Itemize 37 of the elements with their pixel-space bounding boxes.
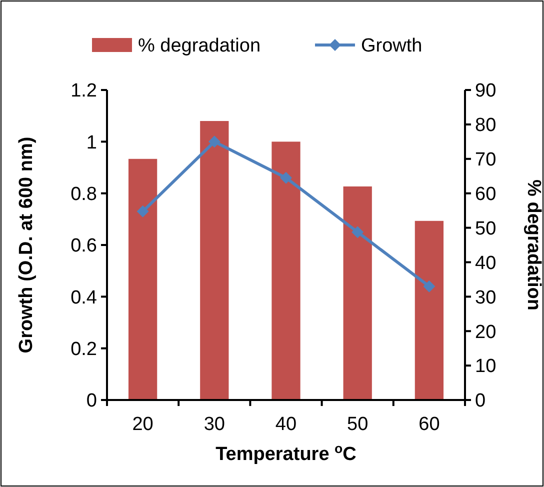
y-tick-label: 0.8 xyxy=(70,184,97,205)
y-tick-label: 1.2 xyxy=(70,80,97,102)
y-axis-title: Growth (O.D. at 600 nm) xyxy=(16,136,37,354)
y2-axis-title: % degradation xyxy=(523,180,544,310)
legend-label: % degradation xyxy=(138,36,261,57)
y-tick-label: 0 xyxy=(86,390,97,412)
y-tick-label: 0.2 xyxy=(70,338,97,360)
y2-tick-label: 60 xyxy=(475,184,496,205)
y2-tick-label: 10 xyxy=(475,356,496,378)
bar xyxy=(128,158,158,400)
point xyxy=(423,280,436,292)
bar xyxy=(272,142,300,400)
y2-tick-label: 40 xyxy=(475,252,496,274)
y2-tick-label: 90 xyxy=(475,80,496,102)
y2-tick-label: 50 xyxy=(475,218,496,240)
y2-tick-label: 30 xyxy=(475,287,496,308)
bar xyxy=(414,220,444,400)
x-tick-label: 50 xyxy=(347,414,368,435)
x-tick-label: 30 xyxy=(204,414,225,435)
y2-tick-label: 0 xyxy=(475,390,486,412)
y-tick-label: 0.4 xyxy=(70,287,98,308)
point xyxy=(352,226,364,238)
y-tick-label: 0.6 xyxy=(70,236,97,257)
bar xyxy=(343,186,372,400)
bar xyxy=(200,121,229,400)
x-tick-label: 40 xyxy=(275,414,297,435)
y-tick-label: 1 xyxy=(86,132,97,154)
y2-tick-label: 80 xyxy=(475,115,496,136)
y2-tick-label: 70 xyxy=(475,150,496,171)
x-tick-label: 60 xyxy=(418,414,440,435)
x-axis-title: Temperature $^{o}$C xyxy=(216,440,357,465)
y2-tick-label: 20 xyxy=(475,322,496,343)
x-tick-label: 20 xyxy=(132,414,154,435)
legend-label: Growth xyxy=(361,36,422,57)
point xyxy=(136,205,149,218)
point xyxy=(208,136,220,148)
point xyxy=(280,172,292,184)
